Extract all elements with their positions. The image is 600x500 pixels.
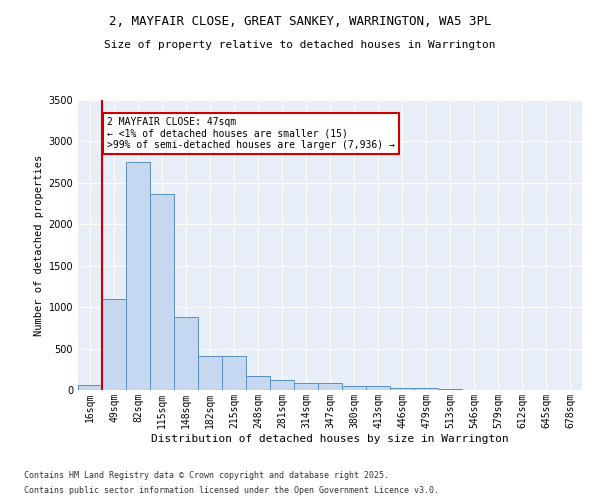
Bar bbox=[318, 382, 342, 390]
Bar bbox=[102, 299, 126, 390]
Bar bbox=[342, 386, 366, 390]
Bar bbox=[246, 376, 270, 390]
Text: Contains public sector information licensed under the Open Government Licence v3: Contains public sector information licen… bbox=[24, 486, 439, 495]
Bar bbox=[270, 380, 294, 390]
Bar bbox=[366, 386, 390, 390]
Bar bbox=[198, 356, 222, 390]
Text: Size of property relative to detached houses in Warrington: Size of property relative to detached ho… bbox=[104, 40, 496, 50]
Bar bbox=[78, 386, 102, 390]
Bar bbox=[438, 389, 462, 390]
Bar bbox=[126, 162, 150, 390]
Bar bbox=[294, 382, 318, 390]
Bar bbox=[174, 317, 198, 390]
Text: Contains HM Land Registry data © Crown copyright and database right 2025.: Contains HM Land Registry data © Crown c… bbox=[24, 471, 389, 480]
Bar bbox=[414, 388, 438, 390]
X-axis label: Distribution of detached houses by size in Warrington: Distribution of detached houses by size … bbox=[151, 434, 509, 444]
Text: 2, MAYFAIR CLOSE, GREAT SANKEY, WARRINGTON, WA5 3PL: 2, MAYFAIR CLOSE, GREAT SANKEY, WARRINGT… bbox=[109, 15, 491, 28]
Y-axis label: Number of detached properties: Number of detached properties bbox=[34, 154, 44, 336]
Text: 2 MAYFAIR CLOSE: 47sqm
← <1% of detached houses are smaller (15)
>99% of semi-de: 2 MAYFAIR CLOSE: 47sqm ← <1% of detached… bbox=[107, 116, 395, 150]
Bar bbox=[390, 388, 414, 390]
Bar bbox=[150, 194, 174, 390]
Bar bbox=[222, 356, 246, 390]
